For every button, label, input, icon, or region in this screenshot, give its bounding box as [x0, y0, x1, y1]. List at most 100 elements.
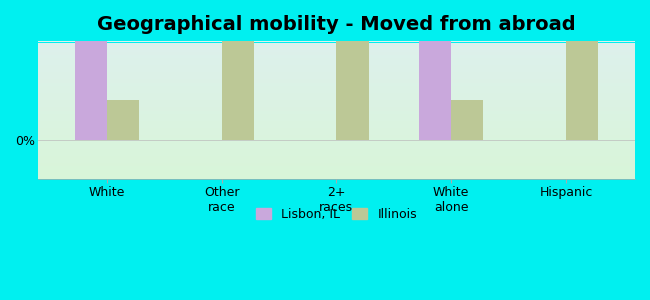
- Bar: [38, 110, 635, 111]
- Bar: [38, 139, 635, 140]
- Bar: [38, 172, 635, 173]
- Bar: [38, 47, 635, 48]
- Bar: [38, 91, 635, 92]
- Bar: [38, 171, 635, 172]
- Bar: [38, 108, 635, 109]
- Bar: [38, 120, 635, 121]
- Bar: [38, 128, 635, 129]
- Bar: [38, 109, 635, 110]
- Bar: [451, 100, 484, 140]
- Bar: [38, 98, 635, 99]
- Bar: [38, 67, 635, 68]
- Bar: [38, 122, 635, 123]
- Bar: [38, 107, 635, 108]
- Bar: [38, 137, 635, 138]
- Bar: [38, 90, 635, 91]
- Bar: [38, 103, 635, 104]
- Bar: [38, 161, 635, 162]
- Bar: [38, 102, 635, 103]
- Bar: [38, 72, 635, 73]
- Bar: [38, 157, 635, 158]
- Bar: [38, 159, 635, 160]
- Bar: [38, 49, 635, 50]
- Bar: [38, 60, 635, 61]
- Bar: [38, 73, 635, 74]
- Bar: [38, 115, 635, 116]
- Bar: [38, 106, 635, 107]
- Bar: [222, 41, 254, 140]
- Bar: [38, 96, 635, 97]
- Bar: [38, 158, 635, 159]
- Bar: [38, 56, 635, 57]
- Bar: [38, 154, 635, 155]
- Bar: [38, 83, 635, 84]
- Bar: [38, 121, 635, 122]
- Bar: [38, 78, 635, 79]
- Bar: [38, 160, 635, 161]
- Bar: [38, 174, 635, 175]
- Bar: [38, 85, 635, 86]
- Bar: [38, 92, 635, 93]
- Bar: [75, 41, 107, 140]
- Bar: [38, 46, 635, 47]
- Bar: [38, 130, 635, 131]
- Bar: [38, 101, 635, 102]
- Bar: [38, 86, 635, 87]
- Bar: [38, 145, 635, 146]
- Bar: [38, 99, 635, 100]
- Bar: [38, 136, 635, 137]
- Bar: [38, 104, 635, 105]
- Bar: [38, 175, 635, 176]
- Bar: [38, 140, 635, 141]
- Bar: [38, 95, 635, 96]
- Bar: [38, 75, 635, 76]
- Bar: [38, 151, 635, 152]
- Bar: [38, 147, 635, 148]
- Bar: [38, 114, 635, 115]
- Bar: [38, 113, 635, 114]
- Bar: [38, 111, 635, 112]
- Bar: [38, 132, 635, 133]
- Bar: [38, 118, 635, 119]
- Bar: [38, 135, 635, 136]
- Bar: [38, 168, 635, 169]
- Bar: [38, 71, 635, 72]
- Bar: [38, 164, 635, 165]
- Bar: [38, 51, 635, 52]
- Bar: [38, 142, 635, 143]
- Bar: [38, 117, 635, 118]
- Bar: [38, 76, 635, 77]
- Bar: [107, 100, 139, 140]
- Bar: [38, 119, 635, 120]
- Bar: [566, 41, 598, 140]
- Bar: [38, 170, 635, 171]
- Bar: [38, 155, 635, 156]
- Bar: [38, 143, 635, 144]
- Bar: [38, 41, 635, 42]
- Bar: [38, 162, 635, 163]
- Bar: [38, 156, 635, 157]
- Bar: [38, 176, 635, 177]
- Bar: [38, 163, 635, 164]
- Bar: [38, 48, 635, 49]
- Bar: [38, 134, 635, 135]
- Title: Geographical mobility - Moved from abroad: Geographical mobility - Moved from abroa…: [97, 15, 576, 34]
- Bar: [38, 148, 635, 149]
- Bar: [38, 61, 635, 62]
- Bar: [38, 52, 635, 53]
- Bar: [38, 116, 635, 117]
- Bar: [38, 88, 635, 89]
- Bar: [38, 74, 635, 75]
- Bar: [38, 177, 635, 178]
- Bar: [38, 87, 635, 88]
- Bar: [38, 64, 635, 65]
- Bar: [38, 84, 635, 85]
- Bar: [38, 80, 635, 81]
- Bar: [38, 77, 635, 78]
- Bar: [38, 144, 635, 145]
- Bar: [38, 124, 635, 125]
- Bar: [38, 43, 635, 44]
- Bar: [38, 129, 635, 130]
- Bar: [38, 126, 635, 127]
- Bar: [38, 53, 635, 54]
